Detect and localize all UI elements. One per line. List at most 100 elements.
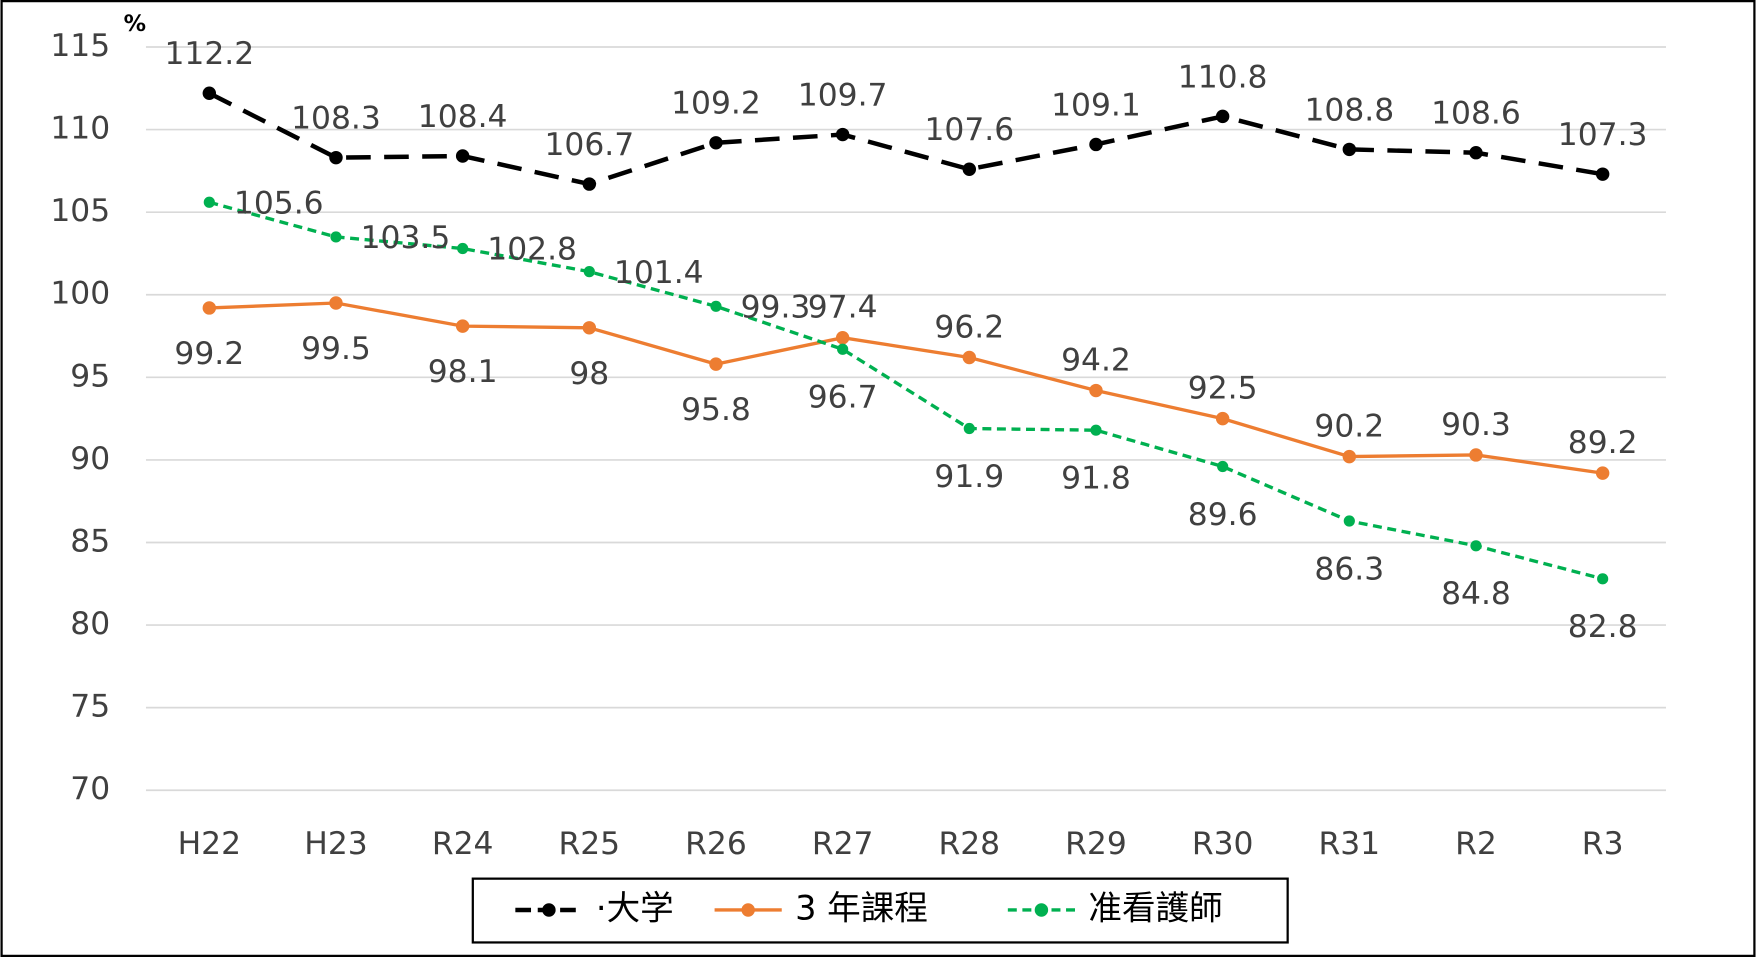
y-tick-label: 95 — [70, 358, 110, 394]
data-point — [962, 350, 977, 365]
data-label: 96.2 — [934, 309, 1004, 345]
data-point — [1469, 448, 1483, 462]
data-point — [1595, 466, 1610, 480]
series-line — [208, 91, 1604, 187]
data-point — [457, 242, 469, 255]
data-point — [1469, 145, 1483, 160]
data-label: 109.1 — [1051, 87, 1141, 123]
data-point — [1342, 142, 1357, 157]
data-label: 107.3 — [1558, 117, 1648, 153]
data-point — [710, 300, 722, 312]
data-point — [1217, 460, 1229, 473]
data-point — [837, 343, 849, 355]
legend-marker — [741, 903, 755, 917]
data-label: 91.9 — [934, 459, 1004, 495]
data-label: 112.2 — [164, 36, 254, 72]
data-point — [583, 266, 595, 278]
data-label: 98.1 — [428, 354, 498, 390]
legend-marker — [542, 903, 556, 917]
data-label: 106.7 — [544, 127, 634, 163]
data-label: 86.3 — [1314, 551, 1384, 587]
data-point — [709, 136, 723, 150]
data-point — [1090, 424, 1102, 436]
data-point — [329, 296, 343, 310]
x-tick-label: R27 — [812, 826, 874, 862]
y-tick-label: 70 — [70, 771, 110, 807]
data-label: 108.4 — [418, 99, 508, 135]
legend-marker — [1034, 903, 1049, 917]
y-tick-label: 75 — [70, 689, 110, 725]
y-tick-label: 80 — [70, 606, 110, 642]
data-point — [1342, 449, 1357, 464]
data-point — [962, 162, 977, 176]
y-tick-label: 105 — [50, 193, 110, 229]
x-tick-label: R26 — [685, 826, 747, 862]
x-tick-label: R29 — [1065, 826, 1127, 862]
data-label: 109.2 — [671, 86, 761, 122]
data-label: 102.8 — [487, 232, 577, 268]
x-tick-label: R25 — [558, 826, 620, 862]
data-label: 98 — [569, 356, 609, 392]
data-point — [1343, 515, 1355, 527]
data-point — [329, 150, 343, 165]
data-point — [963, 422, 975, 435]
series-line — [208, 200, 1604, 581]
data-label: 105.6 — [234, 185, 324, 221]
data-label: 99.2 — [174, 336, 244, 372]
data-point — [1595, 167, 1610, 181]
y-tick-label: 100 — [50, 276, 110, 312]
data-point — [1470, 540, 1482, 552]
data-label: 95.8 — [681, 392, 751, 428]
data-label: 90.2 — [1314, 409, 1384, 445]
data-point — [455, 319, 470, 333]
data-label: 108.6 — [1431, 96, 1521, 132]
data-label: 99.3 — [741, 290, 811, 326]
data-point — [202, 301, 217, 315]
legend-label: 3 年課程 — [795, 888, 928, 927]
data-point — [1089, 137, 1103, 152]
data-label: 94.2 — [1061, 342, 1131, 378]
data-point — [709, 357, 723, 371]
data-label: 103.5 — [361, 220, 451, 256]
data-point — [582, 321, 597, 335]
data-label: 108.8 — [1304, 92, 1394, 128]
legend — [471, 877, 1289, 944]
data-label: 82.8 — [1568, 609, 1638, 645]
y-tick-label: 85 — [70, 523, 110, 559]
data-point — [1215, 411, 1230, 426]
data-label: 101.4 — [614, 255, 704, 291]
y-tick-label: 110 — [50, 111, 110, 147]
data-label: 90.3 — [1441, 407, 1511, 443]
x-tick-label: R28 — [938, 826, 1000, 862]
x-tick-label: H23 — [304, 826, 367, 862]
x-tick-label: R3 — [1582, 826, 1624, 862]
x-tick-label: H22 — [178, 826, 241, 862]
data-label: 89.6 — [1188, 497, 1258, 533]
y-tick-label: 115 — [50, 28, 110, 64]
x-tick-label: R2 — [1455, 826, 1497, 862]
series-line — [209, 301, 1603, 475]
data-label: 110.8 — [1178, 59, 1268, 95]
data-point — [1215, 109, 1230, 124]
data-label: 89.2 — [1568, 425, 1638, 461]
data-point — [202, 86, 217, 100]
x-tick-label: R31 — [1318, 826, 1380, 862]
data-label: 108.3 — [291, 101, 381, 137]
legend-label: ·大学 — [596, 888, 674, 927]
data-point — [203, 196, 215, 208]
data-label: 92.5 — [1188, 371, 1258, 407]
data-label: 84.8 — [1441, 576, 1511, 612]
data-point — [1597, 573, 1609, 585]
data-label: 109.7 — [798, 77, 888, 113]
data-point — [330, 231, 342, 243]
data-label: 96.7 — [808, 380, 878, 416]
data-label: 91.8 — [1061, 460, 1131, 496]
x-tick-label: R24 — [432, 826, 494, 862]
data-label: 107.6 — [924, 112, 1014, 148]
data-point — [582, 177, 597, 191]
data-point — [455, 149, 470, 163]
legend-label: 准看護師 — [1088, 888, 1222, 927]
y-axis-label: % — [124, 11, 146, 37]
